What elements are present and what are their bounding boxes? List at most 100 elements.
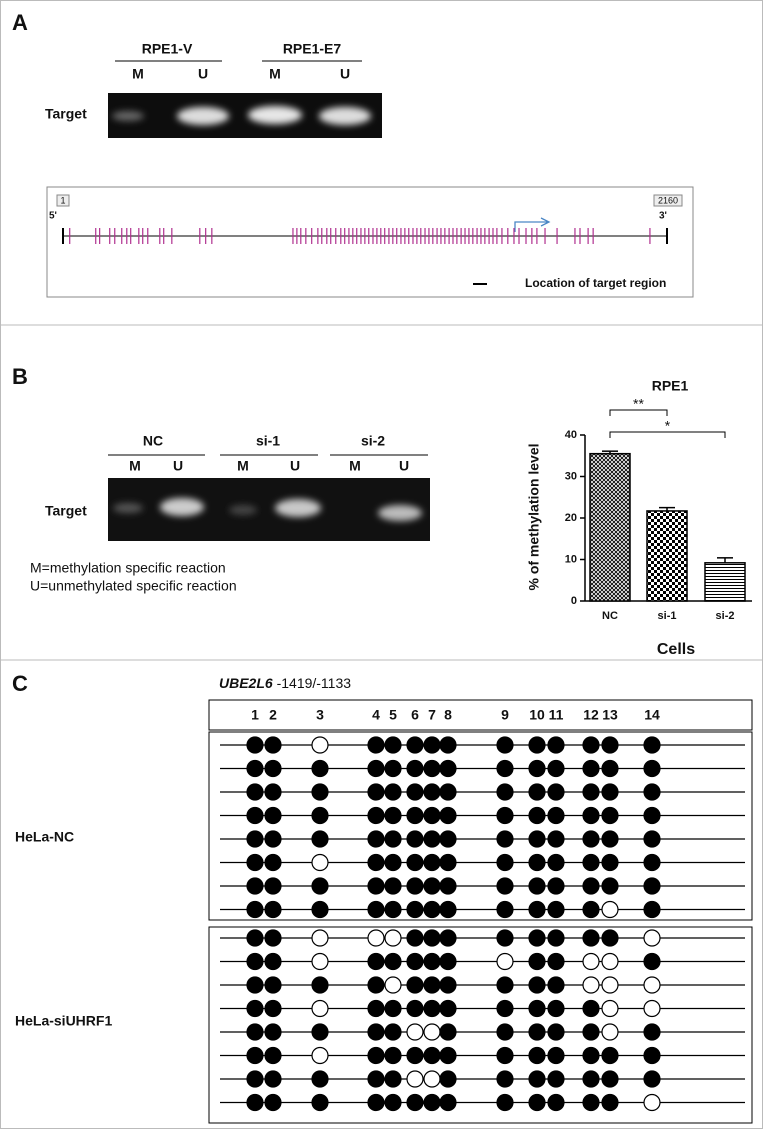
cpg-state: [601, 900, 619, 919]
cpg-state: [384, 999, 402, 1018]
site-label: 13: [602, 707, 618, 723]
chart-title: RPE1: [652, 378, 689, 394]
lane-label: M: [237, 458, 249, 474]
cpg-state: [643, 759, 661, 778]
cpg-state: [384, 759, 402, 778]
cpg-state: [423, 929, 441, 947]
site-label: 2: [269, 707, 277, 723]
cpg-state: [384, 1023, 402, 1041]
cpg-state: [384, 830, 402, 848]
cpg-state: [496, 830, 514, 848]
cpg-state: [246, 1093, 264, 1112]
cpg-state: [547, 1023, 565, 1041]
x-tick-label: NC: [602, 610, 618, 622]
lane-label: U: [399, 458, 409, 474]
cpg-state: [384, 1093, 402, 1112]
cpg-state: [439, 1093, 457, 1112]
cpg-state: [367, 736, 385, 754]
cpg-state: [643, 976, 661, 994]
significance-label: *: [665, 418, 671, 434]
cpg-state: [439, 736, 457, 754]
cpg-state: [367, 806, 385, 825]
panel-label: A: [12, 10, 28, 35]
cpg-state: [601, 1070, 619, 1088]
cpg-state: [643, 952, 661, 971]
cpg-state: [439, 853, 457, 872]
cpg-state: [406, 1093, 424, 1112]
cpg-state: [547, 736, 565, 754]
cpg-state: [384, 736, 402, 754]
cpg-state: [264, 929, 282, 947]
site-label: 11: [549, 707, 564, 723]
cpg-state: [582, 1023, 600, 1041]
group-label: si-2: [361, 433, 385, 449]
cpg-state: [406, 759, 424, 778]
cpg-state: [246, 877, 264, 895]
cpg-state: [311, 1046, 329, 1065]
cpg-state: [547, 1046, 565, 1065]
cpg-state: [496, 929, 514, 947]
cpg-state: [264, 999, 282, 1018]
cpg-state: [643, 853, 661, 872]
cpg-state: [264, 783, 282, 801]
cpg-state: [367, 952, 385, 971]
cpg-state: [528, 999, 546, 1018]
cpg-state: [264, 806, 282, 825]
cpg-state: [643, 736, 661, 754]
cpg-state: [601, 999, 619, 1018]
cpg-state: [311, 853, 329, 872]
cpg-state: [246, 830, 264, 848]
cpg-state: [528, 1023, 546, 1041]
cpg-state: [264, 1093, 282, 1112]
bar: [589, 452, 631, 602]
cpg-state: [582, 806, 600, 825]
cpg-state: [528, 736, 546, 754]
cpg-state: [423, 1093, 441, 1112]
x-tick-label: si-1: [658, 610, 677, 622]
lane-label: M: [269, 66, 281, 82]
cpg-state: [439, 806, 457, 825]
cpg-state: [264, 853, 282, 872]
cpg-state: [528, 830, 546, 848]
site-label: 14: [644, 707, 660, 723]
cpg-state: [601, 976, 619, 994]
region-title: UBE2L6 -1419/-1133: [219, 675, 351, 691]
cpg-state: [582, 976, 600, 994]
cpg-state: [423, 877, 441, 895]
cpg-state: [439, 952, 457, 971]
cpg-state: [601, 783, 619, 801]
coord-box: [653, 194, 683, 207]
site-label: 4: [372, 707, 380, 723]
cpg-state: [423, 1023, 441, 1041]
cpg-state: [582, 830, 600, 848]
cpg-state: [528, 1093, 546, 1112]
cpg-state: [311, 806, 329, 825]
cpg-state: [367, 929, 385, 947]
cpg-state: [246, 929, 264, 947]
cpg-state: [439, 1046, 457, 1065]
site-label: 10: [529, 707, 545, 723]
coord-box: [56, 194, 70, 207]
cpg-state: [384, 853, 402, 872]
cpg-state: [528, 853, 546, 872]
bar: [704, 562, 746, 602]
lane-label: U: [290, 458, 300, 474]
cpg-state: [528, 759, 546, 778]
site-label: 1: [251, 707, 259, 723]
cpg-state: [547, 806, 565, 825]
cpg-state: [406, 830, 424, 848]
cpg-state: [601, 877, 619, 895]
cpg-state: [406, 783, 424, 801]
cpg-state: [246, 976, 264, 994]
cpg-state: [311, 929, 329, 947]
cpg-state: [643, 783, 661, 801]
cpg-state: [439, 999, 457, 1018]
cpg-state: [547, 1093, 565, 1112]
cpg-state: [547, 952, 565, 971]
cpg-state: [246, 1046, 264, 1065]
cpg-state: [384, 783, 402, 801]
cpg-state: [311, 736, 329, 754]
cpg-state: [311, 999, 329, 1018]
cpg-state: [384, 900, 402, 919]
cpg-state: [547, 759, 565, 778]
